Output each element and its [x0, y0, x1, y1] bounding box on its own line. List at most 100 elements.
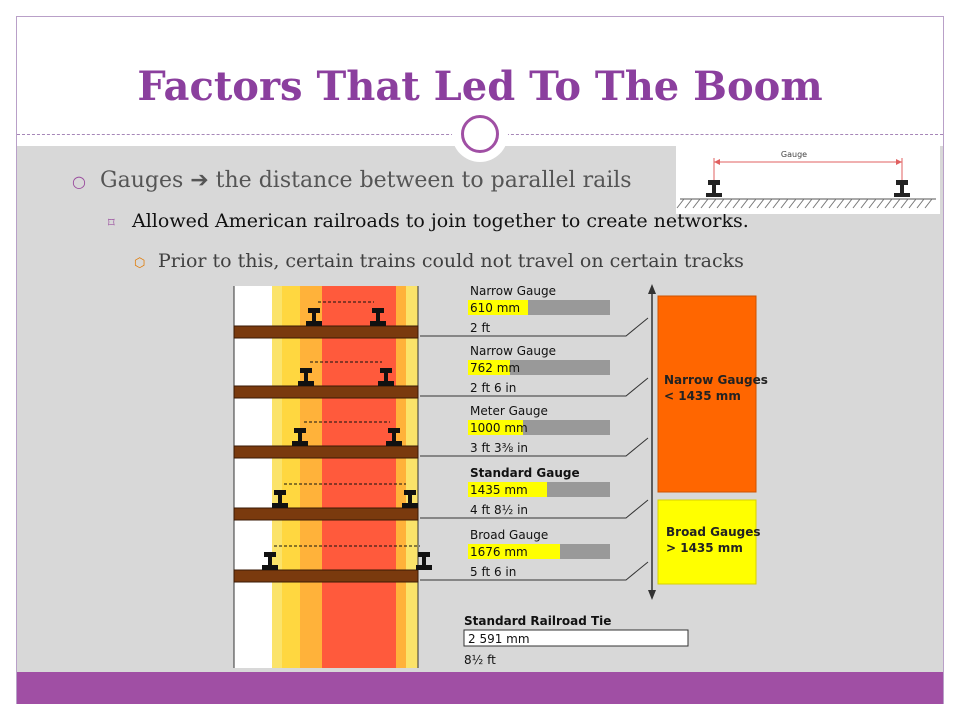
bottom-accent-bar [17, 672, 943, 704]
connector-line [420, 377, 649, 397]
hatch-line [724, 198, 733, 209]
gauge-name: Narrow Gauge [470, 284, 556, 298]
hatch-line [852, 198, 861, 209]
railroad-tie [233, 507, 419, 521]
bullet-text: Prior to this, certain trains could not … [158, 250, 744, 272]
connector-line [420, 561, 649, 581]
right-rail-icon [370, 308, 386, 326]
railroad-tie [233, 445, 419, 459]
broad-gauges-line2: > 1435 mm [666, 541, 743, 555]
hatch-line [676, 198, 685, 209]
content-area [17, 146, 943, 672]
gauge-row: Standard Gauge 1435 mm 4 ft 8½ in [233, 466, 649, 521]
hatch-line [700, 198, 709, 209]
bullet-level-1: ○ Gauges ➔ the distance between to parall… [72, 168, 632, 193]
bullet-text: Allowed American railroads to join toget… [132, 210, 749, 232]
railroad-tie [233, 569, 419, 583]
hatch-line [844, 198, 853, 209]
hatch-line [828, 198, 837, 209]
gauge-row: Narrow Gauge 762 mm 2 ft 6 in [233, 344, 649, 399]
gauge-metric: 610 mm [470, 301, 520, 315]
hatch-line [804, 198, 813, 209]
inset-right-rail-icon [894, 180, 910, 197]
tie-label-group: Standard Railroad Tie 2 591 mm 8½ ft [463, 614, 689, 667]
gauge-bar-fill [468, 544, 560, 559]
left-rail-icon [306, 308, 322, 326]
gauge-inset-diagram: Gauge [676, 146, 940, 214]
hatch-line [836, 198, 845, 209]
hatch-line [876, 198, 885, 209]
divider-ring-icon [452, 106, 508, 162]
broad-gauges-line1: Broad Gauges [666, 525, 761, 539]
hatch-line [868, 198, 877, 209]
right-rail-icon [386, 428, 402, 446]
railroad-tie [233, 385, 419, 399]
slide-title: Factors That Led To The Boom [137, 63, 823, 110]
gauge-imperial: 2 ft 6 in [470, 381, 516, 395]
gauge-imperial: 5 ft 6 in [470, 565, 516, 579]
gauge-metric: 1000 mm [470, 421, 528, 435]
tie-name: Standard Railroad Tie [464, 614, 611, 628]
gauge-name: Broad Gauge [470, 528, 548, 542]
gauge-imperial: 2 ft [470, 321, 490, 335]
hatch-line [732, 198, 741, 209]
hatch-line [796, 198, 805, 209]
narrow-gauges-line1: Narrow Gauges [664, 373, 768, 387]
hatch-line [692, 198, 701, 209]
hatch-line [820, 198, 829, 209]
bullet-text: Gauges ➔ the distance between to paralle… [100, 168, 632, 193]
gauge-metric: 1676 mm [470, 545, 528, 559]
gauge-comparison-diagram: Narrow Gauge 610 mm 2 ft Narrow Gauge 762 mm… [233, 284, 768, 668]
hatch-line [812, 198, 821, 209]
hatch-line [780, 198, 789, 209]
hatch-line [748, 198, 757, 209]
hatch-line [884, 198, 893, 209]
railroad-tie [233, 325, 419, 339]
inset-gauge-label: Gauge [781, 150, 807, 159]
right-rail-icon [378, 368, 394, 386]
tie-imperial: 8½ ft [464, 653, 496, 667]
gauge-name: Standard Gauge [470, 466, 580, 480]
left-rail-icon [298, 368, 314, 386]
inset-left-rail-icon [706, 180, 722, 197]
range-arrow [648, 284, 656, 600]
gauge-metric: 1435 mm [470, 483, 528, 497]
right-rail-icon [416, 552, 432, 570]
hatch-line [900, 198, 909, 209]
left-rail-icon [262, 552, 278, 570]
right-rail-icon [402, 490, 418, 508]
gauge-row: Broad Gauge 1676 mm 5 ft 6 in [233, 528, 649, 583]
gauge-bar-fill [468, 482, 547, 497]
hatch-line [924, 198, 933, 209]
connector-line [420, 499, 649, 519]
hatch-line [916, 198, 925, 209]
tie-metric: 2 591 mm [468, 632, 530, 646]
gauge-bar-fill [468, 300, 528, 315]
connector-line [420, 317, 649, 337]
left-rail-icon [272, 490, 288, 508]
hatch-line [740, 198, 749, 209]
hatch-line [860, 198, 869, 209]
hatch-line [892, 198, 901, 209]
gauge-imperial: 3 ft 3⅜ in [470, 441, 528, 455]
left-rail-icon [292, 428, 308, 446]
hatch-line [772, 198, 781, 209]
hatch-line [708, 198, 717, 209]
broad-gauges-box: Broad Gauges > 1435 mm [657, 499, 761, 585]
connector-line [420, 437, 649, 457]
gauge-row: Meter Gauge 1000 mm 3 ft 3⅜ in [233, 404, 649, 459]
bullet-level-2: ⌑ Allowed American railroads to join toge… [108, 210, 749, 232]
gauge-row: Narrow Gauge 610 mm 2 ft [233, 284, 649, 339]
gauge-bar-fill [468, 420, 523, 435]
narrow-gauges-line2: < 1435 mm [664, 389, 741, 403]
gauge-metric: 762 mm [470, 361, 520, 375]
ornament-bullet-icon: ⌑ [108, 216, 115, 231]
bullet-level-3: ⬡ Prior to this, certain trains could not… [134, 250, 744, 272]
hatch-line [908, 198, 917, 209]
gauge-bar-fill [468, 360, 510, 375]
hatch-line [716, 198, 725, 209]
hatch-line [788, 198, 797, 209]
gauge-name: Narrow Gauge [470, 344, 556, 358]
hatch-line [764, 198, 773, 209]
circle-bullet-icon: ○ [72, 172, 86, 191]
